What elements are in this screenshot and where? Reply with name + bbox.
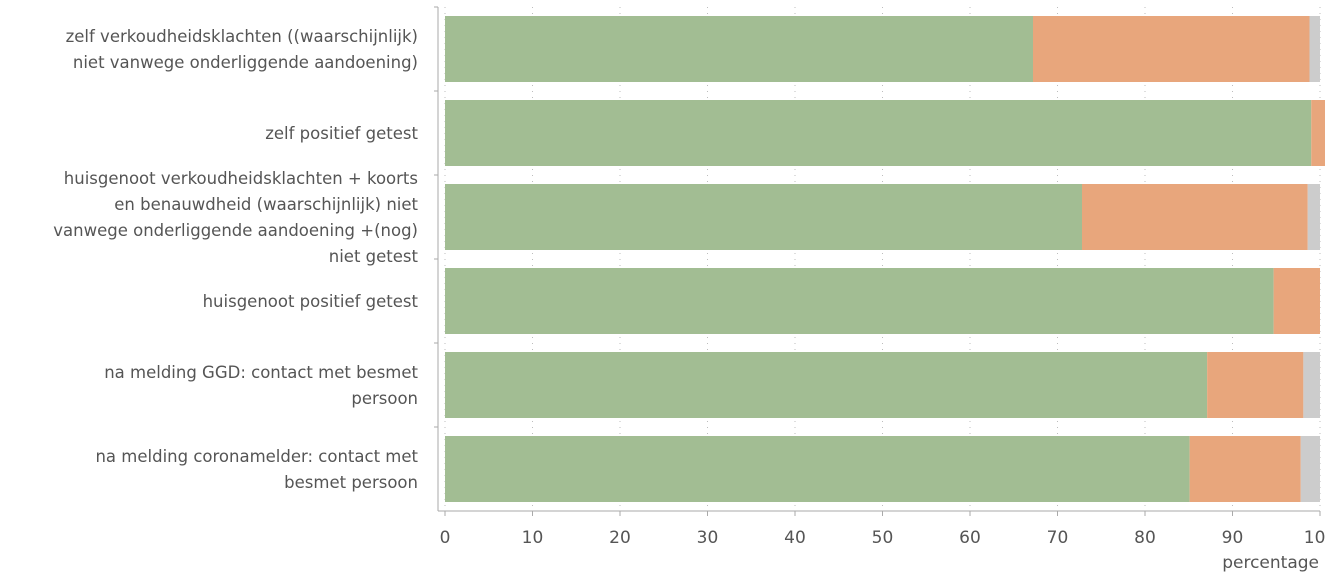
bar-segment bbox=[1309, 16, 1320, 82]
x-tick-label: 60 bbox=[959, 528, 981, 548]
bar-segment bbox=[445, 352, 1208, 418]
x-tick-label: 20 bbox=[609, 528, 631, 548]
gridlines bbox=[444, 7, 1321, 511]
category-label-line: na melding GGD: contact met besmet bbox=[104, 363, 418, 382]
x-tick-label: 90 bbox=[1222, 528, 1244, 548]
category-label-line: niet getest bbox=[329, 247, 419, 266]
category-label: zelf verkoudheidsklachten ((waarschijnli… bbox=[66, 27, 418, 72]
x-tick-label: 40 bbox=[784, 528, 806, 548]
bar-segment bbox=[445, 16, 1033, 82]
category-label: na melding GGD: contact met besmet persoo… bbox=[104, 363, 418, 408]
category-label-line: huisgenoot positief getest bbox=[203, 292, 419, 311]
category-label-line: na melding coronamelder: contact met bbox=[95, 447, 418, 466]
bar-segment bbox=[445, 436, 1190, 502]
category-labels: zelf verkoudheidsklachten ((waarschijnli… bbox=[53, 27, 418, 492]
category-label: huisgenoot verkoudheidsklachten + koorts… bbox=[53, 169, 418, 266]
x-tick-label: 100 bbox=[1304, 528, 1325, 548]
bar-segment bbox=[1303, 352, 1320, 418]
bar-segment bbox=[445, 268, 1274, 334]
x-tick-label: 50 bbox=[872, 528, 894, 548]
category-label-line: vanwege onderliggende aandoening +(nog) bbox=[53, 221, 418, 240]
bars bbox=[445, 16, 1325, 502]
bar-segment bbox=[1189, 436, 1301, 502]
category-label-line: persoon bbox=[351, 389, 418, 408]
bar-segment bbox=[1033, 16, 1310, 82]
bar-segment bbox=[1311, 100, 1325, 166]
category-label-line: besmet persoon bbox=[284, 473, 418, 492]
category-label: huisgenoot positief getest bbox=[203, 292, 419, 311]
x-tick-label: 10 bbox=[522, 528, 544, 548]
category-label-line: niet vanwege onderliggende aandoening) bbox=[73, 53, 418, 72]
category-label-line: zelf positief getest bbox=[265, 124, 418, 143]
bar-segment bbox=[445, 184, 1082, 250]
bar-segment bbox=[1082, 184, 1308, 250]
x-axis-title: percentage bbox=[1222, 553, 1319, 573]
axes: 0 10 20 30 40 50 60 70 80 90 100 bbox=[434, 6, 1325, 548]
bar-segment bbox=[1207, 352, 1304, 418]
bar-segment bbox=[1273, 268, 1320, 334]
category-label-line: huisgenoot verkoudheidsklachten + koorts bbox=[64, 169, 418, 188]
bar-segment bbox=[1300, 436, 1320, 502]
category-label: na melding coronamelder: contact met besm… bbox=[95, 447, 418, 492]
x-tick-label: 0 bbox=[440, 528, 451, 548]
bar-segment bbox=[1307, 184, 1320, 250]
category-label-line: en benauwdheid (waarschijnlijk) niet bbox=[114, 195, 418, 214]
x-tick-label: 70 bbox=[1047, 528, 1069, 548]
x-tick-label: 80 bbox=[1134, 528, 1156, 548]
x-tick-label: 30 bbox=[697, 528, 719, 548]
category-label: zelf positief getest bbox=[265, 124, 418, 143]
category-label-line: zelf verkoudheidsklachten ((waarschijnli… bbox=[66, 27, 418, 46]
bar-segment bbox=[445, 100, 1312, 166]
